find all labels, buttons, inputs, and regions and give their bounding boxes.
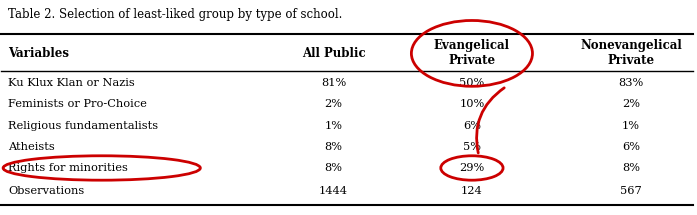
Text: 1%: 1% <box>325 121 342 131</box>
Text: 1%: 1% <box>622 121 640 131</box>
Text: 5%: 5% <box>463 142 481 152</box>
Text: 8%: 8% <box>325 142 342 152</box>
Text: Feminists or Pro-Choice: Feminists or Pro-Choice <box>8 99 147 109</box>
Text: Rights for minorities: Rights for minorities <box>8 163 128 173</box>
Text: All Public: All Public <box>302 47 365 60</box>
Text: 8%: 8% <box>622 163 640 173</box>
Text: 1444: 1444 <box>319 186 348 196</box>
Text: 10%: 10% <box>459 99 484 109</box>
Text: 6%: 6% <box>463 121 481 131</box>
Text: 81%: 81% <box>321 78 346 88</box>
Text: 8%: 8% <box>325 163 342 173</box>
Text: Variables: Variables <box>8 47 69 60</box>
Text: 2%: 2% <box>325 99 342 109</box>
Text: Nonevangelical
Private: Nonevangelical Private <box>580 39 682 67</box>
Text: Table 2. Selection of least-liked group by type of school.: Table 2. Selection of least-liked group … <box>8 8 343 21</box>
Text: 50%: 50% <box>459 78 484 88</box>
Text: 567: 567 <box>620 186 642 196</box>
Text: Religious fundamentalists: Religious fundamentalists <box>8 121 158 131</box>
Text: 124: 124 <box>461 186 483 196</box>
Text: Ku Klux Klan or Nazis: Ku Klux Klan or Nazis <box>8 78 135 88</box>
Text: 83%: 83% <box>618 78 644 88</box>
Text: 29%: 29% <box>459 163 484 173</box>
Text: Observations: Observations <box>8 186 84 196</box>
Text: Evangelical
Private: Evangelical Private <box>434 39 510 67</box>
Text: Atheists: Atheists <box>8 142 55 152</box>
Text: 6%: 6% <box>622 142 640 152</box>
Text: 2%: 2% <box>622 99 640 109</box>
